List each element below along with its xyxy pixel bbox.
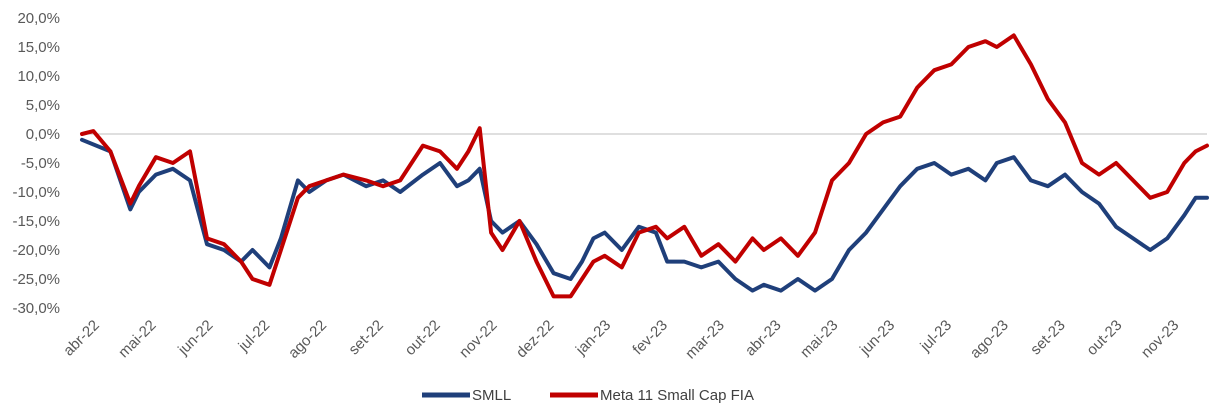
y-tick-label: 0,0% [26, 126, 60, 143]
legend-label: SMLL [472, 387, 511, 404]
x-tick-label: dez-22 [513, 317, 557, 361]
y-tick-label: 15,0% [17, 39, 60, 56]
x-tick-label: out-23 [1083, 317, 1125, 359]
x-tick-label: fev-23 [630, 317, 672, 359]
x-tick-label: set-22 [345, 317, 387, 359]
y-tick-label: -30,0% [12, 300, 60, 317]
x-tick-label: out-22 [402, 317, 444, 359]
y-tick-label: -10,0% [12, 184, 60, 201]
series-line-smll [82, 140, 1207, 291]
y-axis-ticks: 20,0% 15,0% 10,0% 5,0% 0,0% -5,0% -10,0% -15,0%… [12, 10, 60, 317]
series-line-meta-11 [82, 35, 1207, 296]
y-tick-label: -15,0% [12, 213, 60, 230]
x-tick-label: jul-23 [916, 317, 955, 356]
y-tick-label: -5,0% [21, 155, 60, 172]
legend-label: Meta 11 Small Cap FIA [600, 387, 754, 404]
x-tick-label: nov-23 [1138, 317, 1182, 361]
x-tick-label: jun-22 [174, 317, 216, 359]
x-tick-label: jun-23 [856, 317, 898, 359]
x-tick-label: abr-22 [60, 317, 103, 360]
legend: SMLL Meta 11 Small Cap FIA [422, 387, 754, 404]
x-tick-label: abr-23 [742, 317, 785, 360]
x-tick-label: ago-23 [967, 317, 1012, 362]
y-tick-label: 10,0% [17, 68, 60, 85]
y-tick-label: 5,0% [26, 97, 60, 114]
x-tick-label: jan-23 [572, 317, 614, 359]
y-tick-label: -25,0% [12, 271, 60, 288]
x-tick-label: set-23 [1027, 317, 1069, 359]
y-tick-label: 20,0% [17, 10, 60, 27]
x-tick-label: mai-22 [115, 317, 159, 361]
x-tick-label: jul-22 [235, 317, 274, 356]
x-tick-label: mar-23 [682, 317, 728, 363]
x-axis-ticks: abr-22 mai-22 jun-22 jul-22 ago-22 set-22 out-… [60, 317, 1182, 363]
x-tick-label: mai-23 [797, 317, 841, 361]
y-tick-label: -20,0% [12, 242, 60, 259]
x-tick-label: ago-22 [285, 317, 330, 362]
series-lines [82, 35, 1207, 296]
x-tick-label: nov-22 [456, 317, 500, 361]
